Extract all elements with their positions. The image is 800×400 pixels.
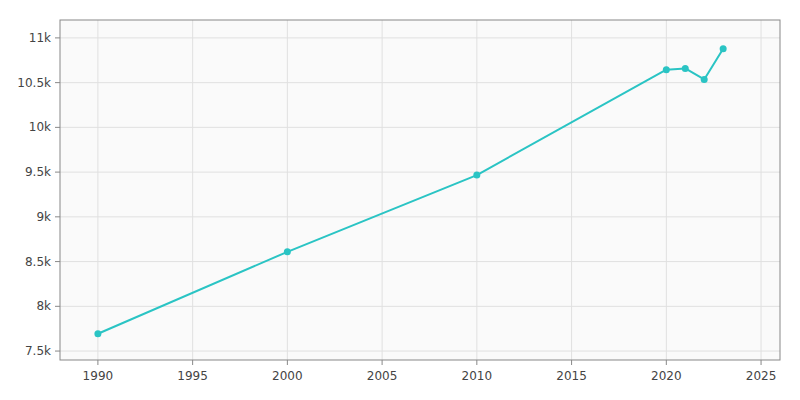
y-grid-line: [60, 82, 780, 83]
x-grid-line: [287, 20, 288, 360]
y-grid-line: [60, 127, 780, 128]
x-tick: [761, 360, 762, 365]
x-tick: [571, 360, 572, 365]
y-grid-line: [60, 172, 780, 173]
y-tick: [55, 351, 60, 352]
x-tick-label: 2015: [556, 369, 587, 383]
y-tick: [55, 82, 60, 83]
x-tick-label: 1990: [83, 369, 114, 383]
x-grid-line: [761, 20, 762, 360]
x-grid-line: [476, 20, 477, 360]
y-tick-label: 8k: [36, 299, 51, 313]
x-tick-label: 1995: [177, 369, 208, 383]
series: [94, 45, 726, 337]
plot-frame: [60, 20, 780, 360]
y-tick: [55, 306, 60, 307]
grid: [55, 20, 780, 365]
y-tick-label: 7.5k: [25, 344, 51, 358]
x-grid-line: [571, 20, 572, 360]
x-tick: [287, 360, 288, 365]
x-tick-label: 2020: [651, 369, 682, 383]
y-tick: [55, 172, 60, 173]
plot-area: [60, 20, 780, 360]
point: [701, 76, 708, 83]
y-grid-line: [60, 37, 780, 38]
y-tick: [55, 127, 60, 128]
x-tick: [192, 360, 193, 365]
point: [663, 66, 670, 73]
line: [98, 49, 723, 334]
y-tick-label: 10k: [29, 120, 51, 134]
y-tick: [55, 261, 60, 262]
point: [720, 45, 727, 52]
y-grid-line: [60, 306, 780, 307]
x-grid-line: [192, 20, 193, 360]
point: [94, 330, 101, 337]
chart: 1990 1995 2000 2005 2010 2015 2020 2025 7.5k 8k 8.…: [0, 0, 800, 400]
point: [284, 248, 291, 255]
x-tick: [476, 360, 477, 365]
y-grid-line: [60, 351, 780, 352]
x-tick-label: 2025: [746, 369, 777, 383]
point: [473, 172, 480, 179]
x-tick-label: 2005: [367, 369, 398, 383]
tick-labels: 1990 1995 2000 2005 2010 2015 2020 2025 7.5k 8k 8.…: [17, 31, 776, 383]
x-tick: [382, 360, 383, 365]
x-grid-line: [97, 20, 98, 360]
x-tick-label: 2010: [462, 369, 493, 383]
y-tick-label: 10.5k: [17, 76, 51, 90]
point: [682, 65, 689, 72]
x-tick: [97, 360, 98, 365]
x-tick: [666, 360, 667, 365]
y-grid-line: [60, 261, 780, 262]
x-grid-line: [382, 20, 383, 360]
y-tick-label: 9.5k: [25, 165, 51, 179]
y-grid-line: [60, 216, 780, 217]
y-tick-label: 9k: [36, 210, 51, 224]
y-tick: [55, 37, 60, 38]
y-tick-label: 8.5k: [25, 255, 51, 269]
x-tick-label: 2000: [272, 369, 303, 383]
y-tick-label: 11k: [29, 31, 51, 45]
y-tick: [55, 216, 60, 217]
